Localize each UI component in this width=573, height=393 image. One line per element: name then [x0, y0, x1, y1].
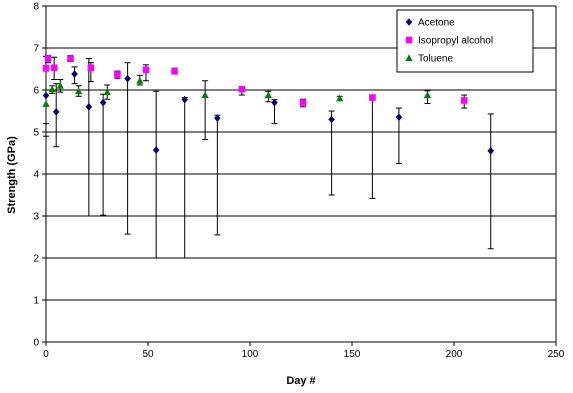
- y-tick-labels: 0 1 2 3 4 5 6 7 8: [33, 2, 39, 349]
- y-tick-label: 5: [33, 128, 39, 139]
- point-toluene: [42, 100, 50, 107]
- point-toluene: [136, 76, 144, 84]
- point-isopropyl-alcohol: [171, 67, 178, 75]
- x-tick-label: 150: [344, 349, 361, 360]
- point-acetone: [271, 98, 278, 107]
- point-isopropyl-alcohol: [460, 97, 468, 104]
- point-isopropyl-alcohol: [142, 66, 150, 74]
- point-isopropyl-alcohol: [238, 85, 246, 93]
- y-tick-label: 6: [33, 86, 39, 97]
- point-isopropyl-alcohol: [369, 94, 376, 101]
- legend-label-toluene: Toluene: [418, 54, 453, 65]
- x-tick-labels: 0 50 100 150 200 250: [43, 349, 565, 360]
- x-axis-title: Day #: [286, 375, 315, 387]
- grid-lines: [46, 5, 556, 301]
- point-toluene: [336, 94, 344, 102]
- point-acetone: [328, 115, 335, 124]
- point-acetone: [181, 95, 189, 104]
- point-acetone: [124, 74, 131, 83]
- point-acetone: [99, 98, 107, 107]
- point-isopropyl-alcohol: [50, 64, 58, 72]
- point-toluene: [264, 91, 272, 99]
- point-isopropyl-alcohol: [67, 55, 74, 62]
- y-tick-label: 8: [33, 2, 39, 13]
- y-tick-label: 7: [33, 44, 39, 55]
- y-tick-label: 4: [33, 170, 39, 181]
- point-acetone: [42, 91, 50, 100]
- point-acetone: [487, 147, 495, 155]
- point-isopropyl-alcohol: [87, 64, 95, 72]
- legend-marker-toluene: [405, 54, 413, 61]
- y-tick-label: 2: [33, 254, 39, 265]
- point-isopropyl-alcohol: [42, 64, 50, 72]
- x-tick-label: 100: [242, 349, 259, 360]
- legend-marker-acetone: [405, 18, 413, 26]
- x-tick-label: 200: [446, 349, 463, 360]
- y-tick-label: 0: [33, 338, 39, 349]
- error-bars: [43, 55, 494, 259]
- legend: Acetone Isopropyl alcohol Toluene: [396, 9, 534, 73]
- legend-box: [396, 9, 534, 73]
- point-acetone: [85, 102, 93, 111]
- legend-label-isopropyl-alcohol: Isopropyl alcohol: [418, 36, 493, 47]
- point-toluene: [201, 91, 209, 99]
- point-toluene: [423, 91, 432, 99]
- point-toluene: [103, 88, 111, 96]
- point-toluene: [48, 85, 56, 93]
- point-acetone: [52, 107, 60, 116]
- x-tick-label: 0: [43, 349, 49, 360]
- y-tick-label: 1: [33, 296, 39, 307]
- point-acetone: [214, 114, 221, 123]
- x-tick-label: 250: [548, 349, 565, 360]
- x-tick-label: 50: [142, 349, 154, 360]
- point-acetone: [152, 146, 160, 154]
- point-isopropyl-alcohol: [299, 99, 307, 106]
- point-isopropyl-alcohol: [114, 71, 121, 78]
- point-toluene: [75, 87, 83, 95]
- point-isopropyl-alcohol: [44, 55, 52, 62]
- point-acetone: [71, 70, 78, 78]
- legend-marker-isopropyl-alcohol: [405, 36, 413, 44]
- y-tick-label: 3: [33, 212, 39, 223]
- data-markers: [42, 55, 495, 155]
- legend-label-acetone: Acetone: [418, 18, 455, 29]
- y-axis-title: Strength (GPa): [6, 136, 18, 214]
- point-toluene: [56, 82, 64, 89]
- point-acetone: [395, 113, 403, 122]
